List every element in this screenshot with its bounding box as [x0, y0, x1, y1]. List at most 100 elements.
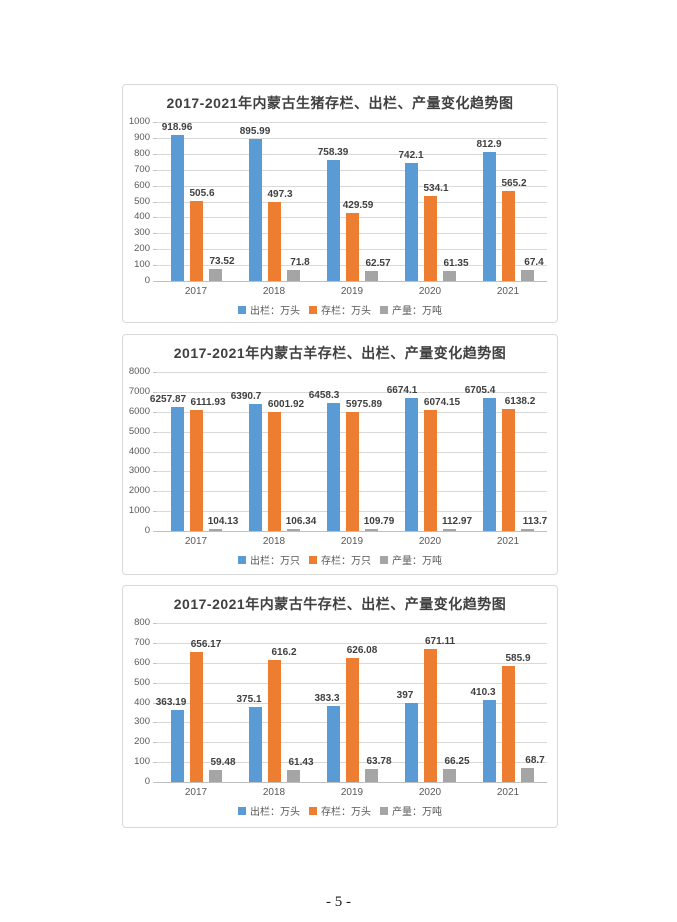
- gridline: [157, 281, 547, 282]
- legend-label: 出栏：万只: [250, 556, 300, 567]
- bar-value-label: 6257.87: [149, 393, 187, 405]
- legend-label: 产量：万吨: [392, 807, 442, 818]
- legend-item: 出栏：万头: [238, 803, 300, 818]
- bar-value-label: 383.3: [314, 692, 340, 704]
- bar-value-label: 375.1: [236, 694, 262, 706]
- x-axis-label: 2021: [496, 536, 520, 547]
- gridline: [157, 531, 547, 532]
- bar-value-label: 59.48: [210, 757, 236, 769]
- bar: [364, 769, 378, 782]
- x-axis-label: 2018: [262, 536, 286, 547]
- bar-value-label: 6705.4: [464, 384, 496, 396]
- axis-tick: [153, 642, 157, 644]
- bar-value-label: 61.35: [443, 258, 469, 270]
- axis-tick: [153, 682, 157, 684]
- x-axis-label: 2017: [184, 286, 208, 297]
- bar: [520, 768, 534, 782]
- gridline: [157, 185, 547, 187]
- chart-legend: 出栏：万头 存栏：万头 产量：万吨: [123, 302, 557, 317]
- gridline: [157, 122, 547, 123]
- y-axis-label: 800: [134, 147, 150, 159]
- gridline: [157, 137, 547, 139]
- bar: [364, 271, 378, 281]
- x-axis-label: 2019: [340, 787, 364, 798]
- bar-value-label: 5975.89: [345, 399, 383, 411]
- axis-tick: [153, 411, 157, 413]
- legend-swatch: [309, 555, 317, 564]
- chart-pig-trend: 2017-2021年内蒙古生猪存栏、出栏、产量变化趋势图 0 100 200 300 4…: [122, 84, 558, 323]
- y-axis-label: 0: [144, 776, 150, 787]
- y-axis-label: 600: [134, 656, 150, 668]
- bar-value-label: 534.1: [423, 183, 449, 195]
- bar: [208, 269, 222, 281]
- bar-value-label: 6001.92: [267, 398, 305, 410]
- x-axis-label: 2020: [418, 787, 442, 798]
- bar: [170, 406, 184, 531]
- y-axis-label: 1000: [128, 116, 150, 127]
- y-axis-label: 700: [134, 163, 150, 175]
- legend-swatch: [238, 806, 246, 815]
- axis-tick: [153, 372, 157, 373]
- bar: [208, 770, 222, 782]
- y-axis-label: 0: [144, 275, 150, 286]
- chart-sheep-trend: 2017-2021年内蒙古羊存栏、出栏、产量变化趋势图 0 1000 2000 300…: [122, 334, 558, 575]
- x-axis-label: 2020: [418, 286, 442, 297]
- bar-value-label: 918.96: [161, 121, 193, 133]
- axis-tick: [153, 471, 157, 473]
- bar: [482, 151, 496, 281]
- bar: [326, 402, 340, 531]
- legend-swatch: [380, 305, 388, 314]
- bar: [442, 528, 456, 531]
- axis-tick: [153, 722, 157, 724]
- y-axis-label: 400: [134, 696, 150, 708]
- y-axis-label: 700: [134, 636, 150, 648]
- bar-value-label: 6111.93: [190, 396, 226, 408]
- y-axis-label: 500: [134, 195, 150, 207]
- y-axis-label: 800: [134, 617, 150, 628]
- bar: [345, 657, 359, 782]
- bar: [423, 648, 437, 782]
- bar-value-label: 616.2: [271, 646, 297, 658]
- bar: [423, 196, 437, 281]
- bar-value-label: 758.39: [317, 147, 349, 159]
- axis-tick: [153, 233, 157, 235]
- bar-value-label: 585.9: [505, 652, 531, 664]
- legend-label: 产量：万吨: [392, 306, 442, 317]
- legend-swatch: [309, 305, 317, 314]
- x-axis-label: 2017: [184, 787, 208, 798]
- bar-value-label: 109.79: [363, 515, 395, 527]
- axis-tick: [153, 662, 157, 664]
- legend-label: 产量：万吨: [392, 556, 442, 567]
- legend-label: 存栏：万头: [321, 807, 371, 818]
- bar: [170, 709, 184, 782]
- bar: [345, 412, 359, 531]
- y-axis-label: 1000: [128, 505, 150, 517]
- bar: [364, 528, 378, 531]
- chart-legend: 出栏：万只 存栏：万只 产量：万吨: [123, 552, 557, 567]
- bar-value-label: 66.25: [444, 755, 470, 767]
- y-axis-label: 5000: [128, 425, 150, 437]
- y-axis-label: 200: [134, 736, 150, 748]
- gridline: [157, 391, 547, 393]
- gridline: [157, 642, 547, 644]
- legend-swatch: [238, 305, 246, 314]
- bar-value-label: 363.19: [155, 696, 187, 708]
- bar-value-label: 6458.3: [308, 389, 340, 401]
- legend-item: 产量：万吨: [380, 803, 442, 818]
- y-axis-label: 600: [134, 179, 150, 191]
- bar-value-label: 106.34: [285, 515, 317, 527]
- y-axis-label: 4000: [128, 445, 150, 457]
- axis-tick: [153, 281, 157, 282]
- bar: [248, 707, 262, 782]
- bar-value-label: 63.78: [366, 756, 392, 768]
- axis-tick: [153, 265, 157, 267]
- bar: [208, 528, 222, 531]
- bar-value-label: 626.08: [346, 644, 378, 656]
- y-axis-label: 0: [144, 525, 150, 536]
- gridline: [157, 201, 547, 203]
- bar-value-label: 61.43: [288, 756, 314, 768]
- bar-value-label: 656.17: [190, 638, 222, 650]
- bar: [286, 269, 300, 281]
- gridline: [157, 169, 547, 171]
- legend-swatch: [380, 555, 388, 564]
